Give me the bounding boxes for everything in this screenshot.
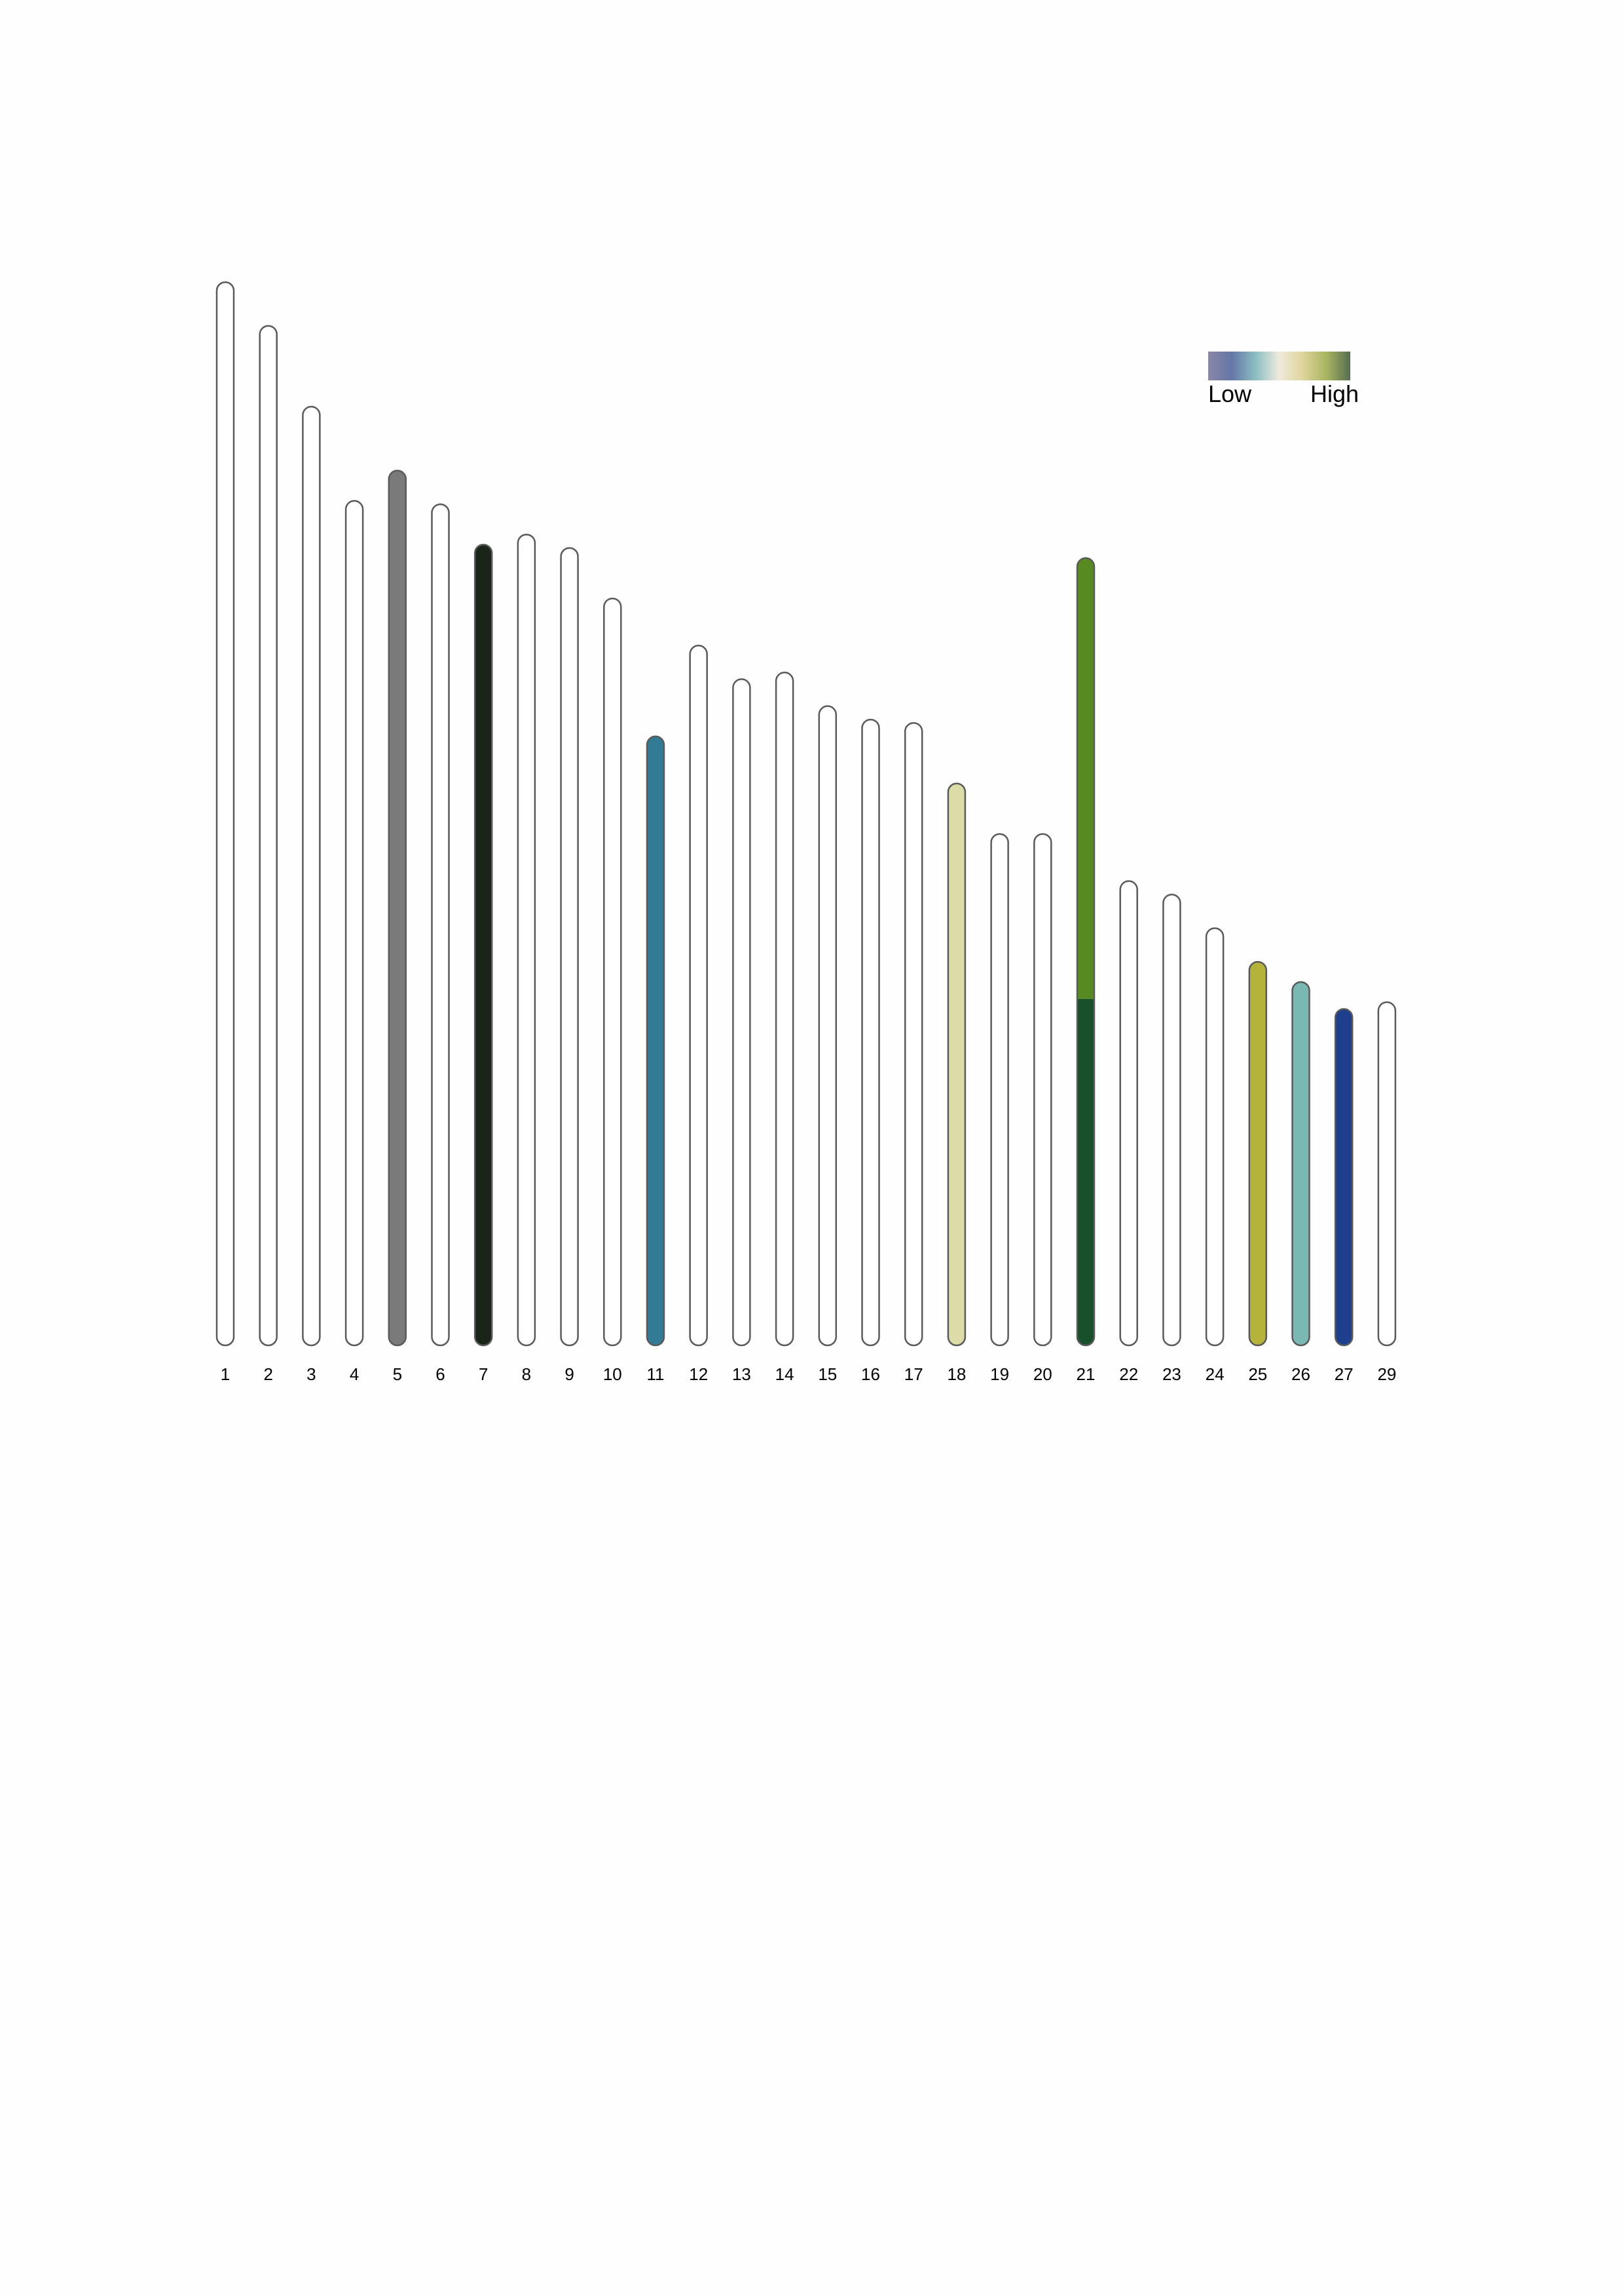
chromosome-bar-3 — [302, 405, 321, 1347]
tick-label-22: 22 — [1119, 1364, 1138, 1384]
chromosome-bar-24 — [1205, 927, 1225, 1347]
tick-label-25: 25 — [1248, 1364, 1267, 1384]
chromosome-bar-fill-15 — [819, 706, 836, 1345]
chromosome-bar-fill-20 — [1034, 833, 1052, 1345]
chromosome-bar-fill-22 — [1120, 881, 1137, 1345]
chromosome-bar-fill-3 — [303, 407, 320, 1346]
chromosome-bar-18 — [947, 782, 967, 1347]
bars-group — [215, 281, 1397, 1347]
chromosome-bar-27 — [1334, 1008, 1354, 1347]
chromosome-bar-fill-4 — [346, 501, 363, 1345]
tick-label-16: 16 — [861, 1364, 880, 1384]
chromosome-segment-25-1 — [1249, 962, 1266, 1345]
chromosome-bar-fill-17 — [905, 723, 923, 1345]
tick-label-14: 14 — [775, 1364, 794, 1384]
chromosome-bar-14 — [775, 671, 794, 1347]
chromosome-bar-26 — [1291, 981, 1310, 1347]
chromosome-bar-1 — [215, 281, 235, 1347]
chromosome-bar-17 — [904, 721, 923, 1347]
legend-high-label: High — [1310, 380, 1359, 407]
tick-label-13: 13 — [732, 1364, 751, 1384]
chromosome-segment-18-1 — [948, 783, 965, 1345]
legend: Low High — [1208, 352, 1359, 407]
tick-label-23: 23 — [1162, 1364, 1181, 1384]
tick-label-10: 10 — [603, 1364, 622, 1384]
tick-label-1: 1 — [221, 1364, 230, 1384]
chromosome-bar-fill-9 — [561, 548, 578, 1345]
tick-label-24: 24 — [1206, 1364, 1225, 1384]
chromosome-bar-25 — [1248, 960, 1268, 1347]
tick-label-18: 18 — [947, 1364, 966, 1384]
chromosome-bar-fill-10 — [604, 598, 621, 1345]
tick-label-15: 15 — [818, 1364, 837, 1384]
chromosome-bar-fill-2 — [259, 325, 277, 1346]
tick-label-27: 27 — [1335, 1364, 1354, 1384]
tick-label-29: 29 — [1377, 1364, 1396, 1384]
legend-low-label: Low — [1208, 380, 1252, 407]
tick-label-5: 5 — [393, 1364, 402, 1384]
chromosome-bar-fill-19 — [991, 833, 1008, 1345]
chromosome-bar-5 — [388, 469, 407, 1347]
legend-color-scale — [1208, 352, 1350, 380]
chromosome-bar-2 — [259, 325, 278, 1347]
tick-label-26: 26 — [1291, 1364, 1310, 1384]
chromosome-bar-fill-13 — [733, 679, 750, 1345]
chromosome-segment-7-1 — [475, 544, 492, 1345]
chromosome-bar-6 — [431, 503, 450, 1347]
tick-label-8: 8 — [522, 1364, 531, 1384]
chromosome-bar-15 — [818, 705, 838, 1347]
tick-label-2: 2 — [263, 1364, 272, 1384]
chromosome-bar-20 — [1033, 833, 1052, 1347]
chromosome-segment-26-1 — [1292, 981, 1310, 1345]
chromosome-bar-4 — [344, 500, 364, 1347]
chromosome-bar-7 — [473, 543, 493, 1347]
chromosome-bar-fill-14 — [776, 672, 794, 1345]
chromosome-bar-16 — [861, 718, 880, 1347]
tick-label-7: 7 — [479, 1364, 488, 1384]
chromosome-bar-8 — [517, 534, 536, 1347]
tick-label-12: 12 — [689, 1364, 708, 1384]
chromosome-bar-10 — [603, 597, 622, 1347]
chromosome-bar-19 — [990, 833, 1009, 1347]
tick-labels-group: 1 2 3 4 5 6 7 8 9 10 11 12 13 14 15 16 17 18 19 20 21 22 23 24 2… — [221, 1364, 1397, 1384]
chromosome-bar-fill-29 — [1378, 1002, 1395, 1345]
chromosome-bar-9 — [560, 547, 579, 1347]
chromosome-segment-21-1 — [1077, 998, 1094, 1345]
chromosome-segment-11-1 — [647, 736, 664, 1345]
chromosome-bar-fill-23 — [1163, 894, 1181, 1345]
chromosome-bar-fill-12 — [690, 646, 707, 1345]
chromosome-bar-fill-24 — [1206, 928, 1224, 1345]
chromosome-bar-11 — [646, 735, 665, 1347]
tick-label-19: 19 — [990, 1364, 1009, 1384]
tick-label-6: 6 — [435, 1364, 445, 1384]
tick-label-9: 9 — [564, 1364, 574, 1384]
chromosome-bar-22 — [1119, 880, 1138, 1347]
tick-label-4: 4 — [350, 1364, 359, 1384]
chromosome-bar-21 — [1076, 557, 1096, 1347]
chromosome-bar-12 — [689, 644, 708, 1347]
chromosome-segment-27-1 — [1335, 1009, 1353, 1345]
tick-label-21: 21 — [1077, 1364, 1096, 1384]
tick-label-20: 20 — [1033, 1364, 1052, 1384]
chromosome-bar-fill-8 — [517, 534, 535, 1345]
chromosome-bar-23 — [1162, 894, 1181, 1347]
tick-label-17: 17 — [904, 1364, 923, 1384]
tick-label-11: 11 — [647, 1364, 665, 1384]
chromosome-segment-5-1 — [388, 470, 406, 1345]
chromosome-bar-29 — [1377, 1001, 1397, 1347]
chromosome-bar-fill-16 — [862, 720, 879, 1345]
chromosome-bar-fill-6 — [432, 504, 449, 1345]
chromosome-segment-21-2 — [1077, 558, 1094, 999]
chromosome-bar-fill-1 — [217, 282, 234, 1345]
tick-label-3: 3 — [306, 1364, 316, 1384]
chromosome-bar-13 — [732, 678, 751, 1347]
